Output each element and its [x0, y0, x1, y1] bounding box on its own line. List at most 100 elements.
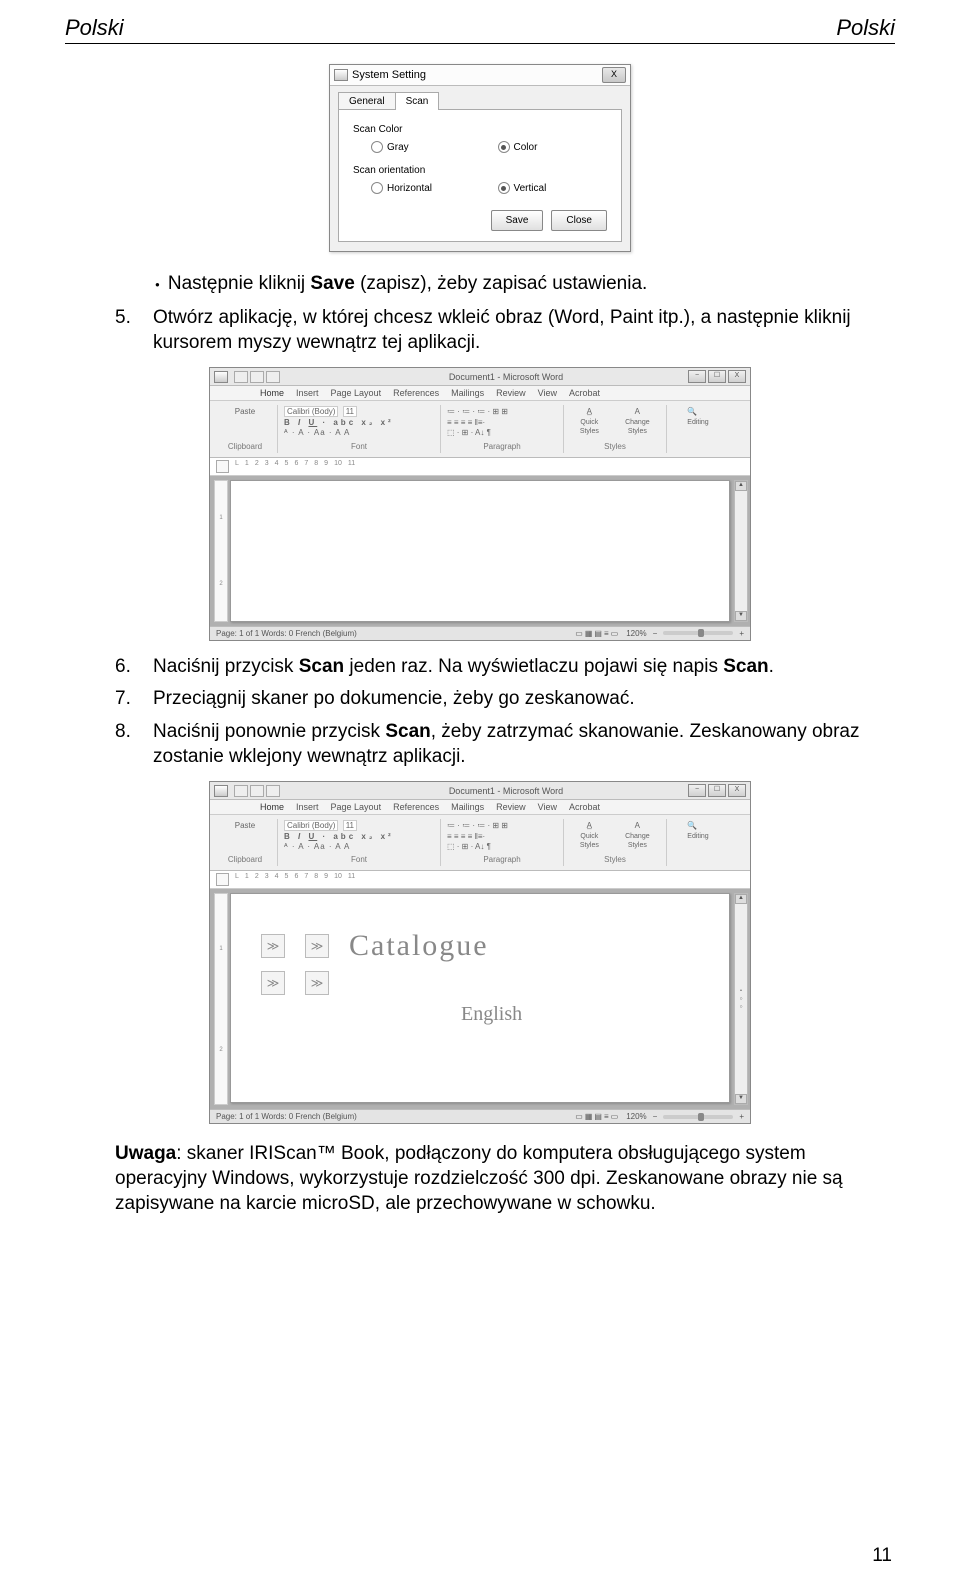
- step6-c: .: [769, 656, 774, 677]
- page-with-image: ≫ ≫ Catalogue ≫ ≫ English: [230, 893, 730, 1103]
- blank-page: [230, 480, 730, 622]
- tab-acrobat[interactable]: Acrobat: [569, 388, 600, 398]
- ribbon-paragraph: ≔ · ≔ · ≔ · ⊞ ⊞≡ ≡ ≡ ≡ ‖≡·⬚ · ⊞ · A↓ ¶ P…: [441, 405, 564, 452]
- qat-save-icon[interactable]: [234, 371, 248, 383]
- tab-page-layout[interactable]: Page Layout: [331, 388, 382, 398]
- quick-styles-button[interactable]: Quick Styles: [570, 418, 609, 436]
- ruler-corner-2: [216, 873, 229, 886]
- status-left: Page: 1 of 1 Words: 0 French (Belgium): [216, 629, 357, 638]
- scroll-up-icon-2[interactable]: ▲: [735, 894, 747, 904]
- vertical-scrollbar[interactable]: ▲ ▼: [734, 480, 748, 622]
- document-canvas-2[interactable]: 1 2 ≫ ≫ Catalogue ≫ ≫ English: [210, 889, 750, 1109]
- note-label: Uwaga: [115, 1143, 176, 1164]
- zoom-slider[interactable]: [663, 631, 733, 635]
- tab-view-2[interactable]: View: [538, 802, 557, 812]
- close-button[interactable]: Close: [551, 210, 607, 231]
- editing-button[interactable]: Editing: [687, 418, 708, 427]
- qat-undo-icon[interactable]: [250, 371, 264, 383]
- radio-vertical[interactable]: Vertical: [498, 182, 602, 194]
- step5-text: Otwórz aplikację, w której chcesz wkleić…: [153, 306, 895, 355]
- tab-references-2[interactable]: References: [393, 802, 439, 812]
- zoom-in-button-2[interactable]: +: [739, 1112, 744, 1121]
- tab-review[interactable]: Review: [496, 388, 526, 398]
- qat-redo-icon[interactable]: [266, 371, 280, 383]
- horizontal-ruler: L1234567891011: [210, 458, 750, 476]
- tab-page-layout-2[interactable]: Page Layout: [331, 802, 382, 812]
- header-left: Polski: [65, 15, 124, 41]
- document-canvas[interactable]: 1 2 ▲ ▼: [210, 476, 750, 626]
- ribbon-styles: A̲Quick Styles AChange Styles Styles: [564, 405, 667, 452]
- tab-references[interactable]: References: [393, 388, 439, 398]
- dialog-title: System Setting: [352, 69, 426, 81]
- radio-color[interactable]: Color: [498, 141, 602, 153]
- tab-review-2[interactable]: Review: [496, 802, 526, 812]
- window-close-button[interactable]: X: [728, 370, 746, 383]
- zoom-in-button[interactable]: +: [739, 629, 744, 638]
- editing-button-2[interactable]: Editing: [687, 832, 708, 841]
- font-selector[interactable]: Calibri (Body): [284, 406, 338, 417]
- radio-horizontal-label: Horizontal: [387, 183, 432, 194]
- tab-insert[interactable]: Insert: [296, 388, 319, 398]
- word-window-catalogue: Document1 - Microsoft Word − ☐ X Home In…: [209, 781, 751, 1124]
- cat-icon-2: ≫: [305, 934, 329, 958]
- font-size-selector[interactable]: 11: [343, 406, 357, 417]
- scroll-up-icon[interactable]: ▲: [735, 481, 747, 491]
- paste-button[interactable]: Paste: [235, 407, 255, 417]
- tab-mailings-2[interactable]: Mailings: [451, 802, 484, 812]
- ribbon-2: Paste Clipboard Calibri (Body) 11 B I U …: [210, 815, 750, 871]
- dialog-close-button[interactable]: X: [602, 67, 626, 83]
- tab-home[interactable]: Home: [260, 388, 284, 398]
- tab-mailings[interactable]: Mailings: [451, 388, 484, 398]
- qat-redo-icon-2[interactable]: [266, 785, 280, 797]
- qat-undo-icon-2[interactable]: [250, 785, 264, 797]
- font-selector-2[interactable]: Calibri (Body): [284, 820, 338, 831]
- zoom-out-button[interactable]: −: [653, 629, 658, 638]
- window-minimize-button-2[interactable]: −: [688, 784, 706, 797]
- tab-acrobat-2[interactable]: Acrobat: [569, 802, 600, 812]
- change-styles-button[interactable]: Change Styles: [615, 418, 660, 436]
- scroll-down-icon-2[interactable]: ▼: [735, 1094, 747, 1104]
- quick-styles-button-2[interactable]: Quick Styles: [570, 832, 609, 850]
- ribbon-tabs-2: Home Insert Page Layout References Maili…: [210, 800, 750, 815]
- dialog-app-icon: [334, 69, 348, 81]
- save-button[interactable]: Save: [491, 210, 544, 231]
- qat-save-icon-2[interactable]: [234, 785, 248, 797]
- tab-scan[interactable]: Scan: [395, 92, 440, 110]
- page-header: Polski Polski: [65, 15, 895, 44]
- font-size-selector-2[interactable]: 11: [343, 820, 357, 831]
- tab-view[interactable]: View: [538, 388, 557, 398]
- paste-button-2[interactable]: Paste: [235, 821, 255, 831]
- window-close-button-2[interactable]: X: [728, 784, 746, 797]
- window-maximize-button-2[interactable]: ☐: [708, 784, 726, 797]
- tab-general[interactable]: General: [338, 92, 396, 110]
- ruler-corner: [216, 460, 229, 473]
- horizontal-ruler-2: L1234567891011: [210, 871, 750, 889]
- step6-b: jeden raz. Na wyświetlaczu pojawi się na…: [344, 656, 723, 677]
- window-minimize-button[interactable]: −: [688, 370, 706, 383]
- word-doc-title-2: Document1 - Microsoft Word: [324, 786, 688, 796]
- radio-horizontal[interactable]: Horizontal: [371, 182, 475, 194]
- radio-gray-label: Gray: [387, 142, 409, 153]
- ribbon-styles-2: A̲Quick Styles AChange Styles Styles: [564, 819, 667, 866]
- font-label: Font: [351, 442, 367, 451]
- zoom-slider-2[interactable]: [663, 1115, 733, 1119]
- scroll-down-icon[interactable]: ▼: [735, 611, 747, 621]
- view-buttons-2[interactable]: ▭▦▤≡▭: [575, 1112, 620, 1121]
- font-label-2: Font: [351, 855, 367, 864]
- bullet-text-b: (zapisz), żeby zapisać ustawienia.: [355, 273, 648, 294]
- tab-insert-2[interactable]: Insert: [296, 802, 319, 812]
- styles-label: Styles: [604, 442, 626, 451]
- tab-home-2[interactable]: Home: [260, 802, 284, 812]
- note-text: : skaner IRIScan™ Book, podłączony do ko…: [115, 1143, 843, 1213]
- window-maximize-button[interactable]: ☐: [708, 370, 726, 383]
- vertical-scrollbar-2[interactable]: ▲ •○○ ▼: [734, 893, 748, 1105]
- step6-a: Naciśnij przycisk: [153, 656, 299, 677]
- change-styles-button-2[interactable]: Change Styles: [615, 832, 660, 850]
- styles-label-2: Styles: [604, 855, 626, 864]
- bullet-icon: ●: [155, 272, 160, 298]
- zoom-level: 120%: [626, 629, 646, 638]
- vertical-ruler-2: 1 2: [214, 893, 228, 1105]
- radio-gray[interactable]: Gray: [371, 141, 475, 153]
- zoom-out-button-2[interactable]: −: [653, 1112, 658, 1121]
- view-buttons[interactable]: ▭▦▤≡▭: [575, 629, 620, 638]
